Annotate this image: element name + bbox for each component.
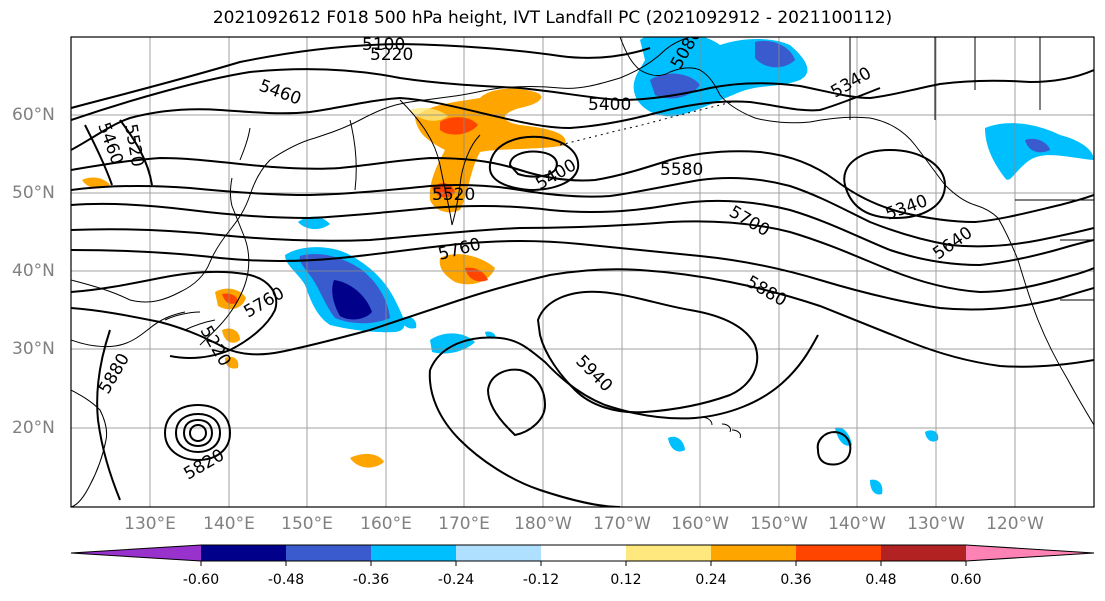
- colorbar-tick-label: -0.12: [522, 572, 560, 588]
- colorbar-swatch: [626, 545, 711, 561]
- contour-label: 5400: [588, 95, 631, 115]
- lon-label-140w: 140°W: [828, 514, 886, 534]
- lon-label-130w: 130°W: [907, 514, 965, 534]
- colorbar-swatch: [881, 545, 966, 561]
- lat-label-20n: 20°N: [12, 418, 55, 438]
- colorbar-swatch: [541, 545, 626, 561]
- lon-label-150e: 150°E: [281, 514, 333, 534]
- colorbar-swatch: [371, 545, 456, 561]
- colorbar-swatch: [966, 545, 1094, 561]
- lon-label-170w: 170°W: [593, 514, 651, 534]
- lon-label-130e: 130°E: [124, 514, 176, 534]
- height-contours: [71, 42, 1094, 507]
- lon-label-170e: 170°E: [438, 514, 490, 534]
- lat-label-50n: 50°N: [12, 183, 55, 203]
- colorbar-tick-label: -0.36: [352, 572, 390, 588]
- colorbar-tick-label: 0.12: [610, 572, 642, 588]
- lat-label-40n: 40°N: [12, 261, 55, 281]
- gridlines: [71, 37, 1094, 507]
- contour-label: 5520: [432, 185, 475, 205]
- lon-label-120w: 120°W: [986, 514, 1044, 534]
- map-frame: [70, 36, 1095, 508]
- colorbar-swatch: [286, 545, 371, 561]
- page-title: 2021092612 F018 500 hPa height, IVT Land…: [212, 8, 893, 28]
- lon-label-160w: 160°W: [671, 514, 729, 534]
- coastlines: [71, 37, 1094, 507]
- lat-label-30n: 30°N: [12, 339, 55, 359]
- contour-label: 5220: [370, 45, 413, 65]
- colorbar-tick-label: 0.48: [865, 572, 897, 588]
- colorbar-tick-label: -0.60: [182, 572, 220, 588]
- colorbar: [70, 544, 1095, 566]
- colorbar-tick-label: 0.60: [950, 572, 982, 588]
- lon-label-150w: 150°W: [750, 514, 808, 534]
- lat-label-60n: 60°N: [12, 105, 55, 125]
- contour-label: 5100: [362, 35, 405, 55]
- colorbar-swatch: [796, 545, 881, 561]
- colorbar-swatch: [201, 545, 286, 561]
- colorbar-tick-label: 0.24: [695, 572, 727, 588]
- lon-label-160e: 160°E: [360, 514, 412, 534]
- lon-label-180w: 180°W: [514, 514, 572, 534]
- lon-label-140e: 140°E: [203, 514, 255, 534]
- colorbar-tick-label: -0.24: [437, 572, 475, 588]
- colorbar-swatch: [456, 545, 541, 561]
- colorbar-tick-label: -0.48: [267, 572, 305, 588]
- colorbar-tick-label: 0.36: [780, 572, 812, 588]
- colorbar-swatch: [71, 545, 201, 561]
- contour-label: 5580: [660, 160, 703, 180]
- colorbar-swatch: [711, 545, 796, 561]
